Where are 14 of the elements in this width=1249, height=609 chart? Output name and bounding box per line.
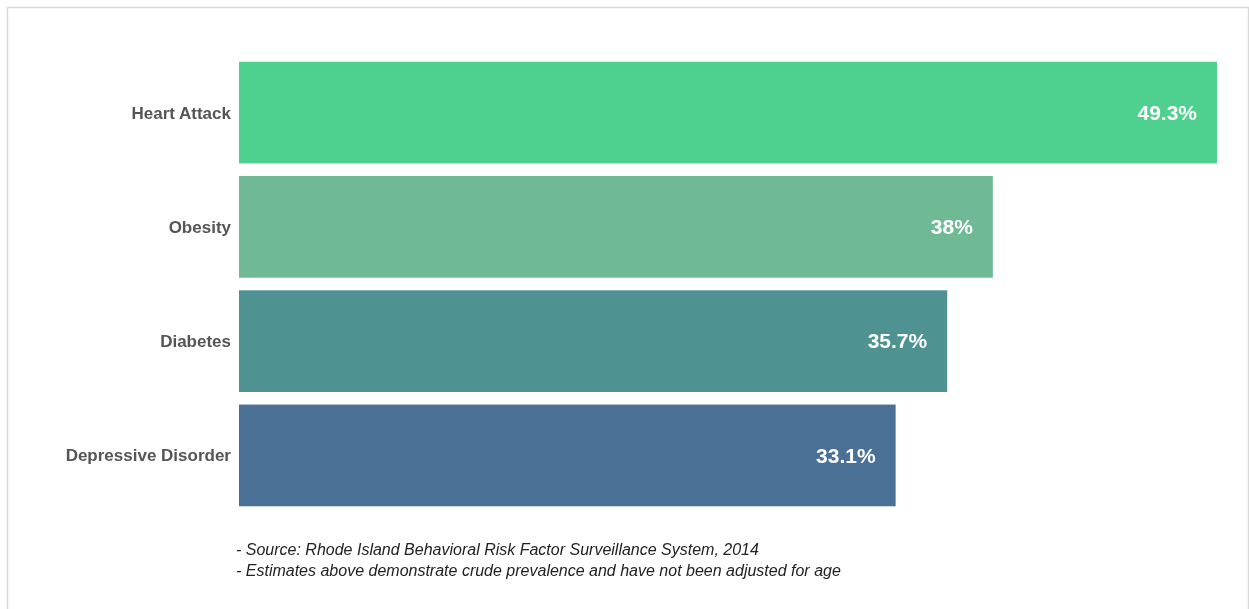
y-tick-label: Obesity bbox=[168, 217, 232, 237]
bar bbox=[239, 61, 1217, 164]
bar bbox=[239, 176, 993, 278]
y-tick-label: Heart Attack bbox=[131, 103, 232, 123]
data-label: 49.3% bbox=[1137, 100, 1198, 124]
y-tick-label: Depressive Disorder bbox=[65, 446, 232, 466]
y-tick-label: Diabetes bbox=[160, 332, 231, 352]
text: - Source: Rhode Island Behavioral Risk Factor Surveillance System, 2014 bbox=[236, 541, 760, 558]
bar bbox=[239, 404, 896, 507]
text: - Estimates above demonstrate crude prevalence and have not been adjusted for age bbox=[236, 562, 841, 579]
data-label: 35.7% bbox=[867, 329, 928, 353]
data-label: 33.1% bbox=[816, 443, 876, 467]
bar bbox=[239, 290, 948, 392]
data-label: 38% bbox=[930, 215, 974, 239]
